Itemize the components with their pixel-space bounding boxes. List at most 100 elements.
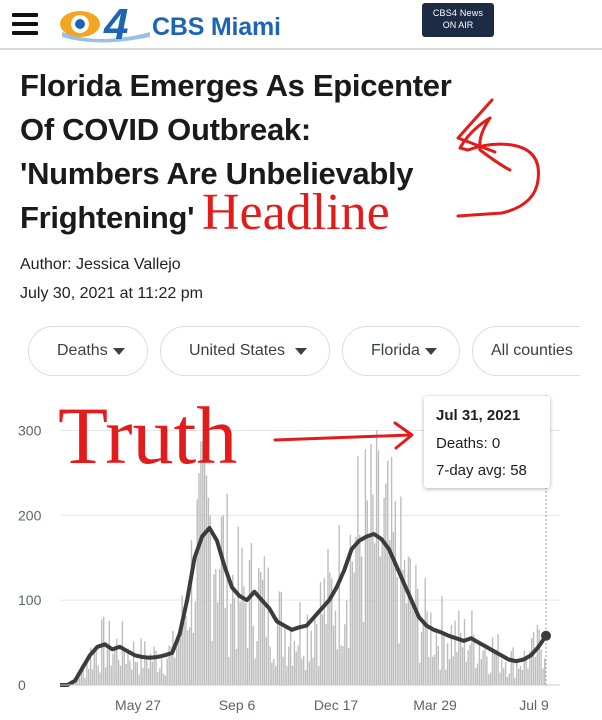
daily-bar <box>239 601 241 685</box>
daily-bar <box>396 576 398 685</box>
daily-bar <box>448 659 451 685</box>
daily-bar <box>362 622 365 685</box>
daily-bar <box>123 651 125 685</box>
daily-bar <box>127 648 129 685</box>
daily-bar <box>248 559 251 685</box>
daily-bar <box>331 578 333 685</box>
menu-icon[interactable] <box>12 13 38 35</box>
daily-bar <box>544 658 546 685</box>
daily-bar <box>181 595 183 685</box>
daily-bar <box>215 569 217 685</box>
daily-bar <box>97 665 99 685</box>
daily-bar <box>213 574 215 685</box>
daily-bar <box>134 661 137 685</box>
filter-chip-county[interactable]: All counties <box>472 326 580 376</box>
on-air-button[interactable]: CBS4 News ON AIR <box>422 3 494 37</box>
daily-bar <box>157 672 159 685</box>
daily-bar <box>187 630 189 685</box>
daily-bar <box>497 634 499 685</box>
tooltip-deaths: Deaths: 0 <box>436 435 501 452</box>
daily-bar <box>519 666 522 685</box>
daily-bar <box>114 646 116 685</box>
daily-bar <box>437 646 439 685</box>
daily-bar <box>504 662 507 685</box>
daily-bar <box>147 668 150 685</box>
deaths-chart: 0 100 200 300 May 27 Sep 6 Dec 17 Mar 29 Jul 9 <box>18 395 560 713</box>
daily-bar <box>78 677 81 685</box>
daily-bar <box>168 645 170 685</box>
daily-bar <box>486 656 488 685</box>
daily-bar <box>129 660 131 685</box>
daily-bar <box>420 632 423 685</box>
daily-bar <box>411 599 413 685</box>
daily-bar <box>190 540 193 685</box>
daily-bar <box>327 548 329 685</box>
daily-bar <box>177 639 180 685</box>
daily-bar <box>344 624 346 685</box>
daily-bar <box>82 664 84 685</box>
filter-chip-metric[interactable]: Deaths <box>28 326 148 376</box>
daily-bar <box>95 649 97 685</box>
daily-bar <box>422 624 424 685</box>
daily-bar <box>409 558 411 685</box>
cbs-miami-logo[interactable]: 4 CBS Miami <box>58 0 308 49</box>
daily-bar <box>233 598 236 685</box>
daily-bar <box>463 619 466 685</box>
daily-bar <box>192 632 195 685</box>
y-tick-label: 100 <box>18 592 42 608</box>
daily-bar <box>207 497 210 685</box>
filter-chip-state[interactable]: Florida <box>342 326 460 376</box>
daily-bar <box>389 540 391 685</box>
daily-bar <box>374 543 376 685</box>
daily-bar <box>532 631 535 685</box>
daily-bar <box>119 665 122 685</box>
daily-bar <box>267 567 269 685</box>
daily-bar <box>93 648 95 685</box>
daily-bar <box>202 441 204 685</box>
daily-bar <box>536 624 539 685</box>
daily-bar <box>488 674 490 685</box>
daily-bar <box>375 430 378 685</box>
daily-bar <box>209 515 211 685</box>
daily-bar <box>232 574 234 685</box>
daily-bar <box>413 611 415 685</box>
headline-annotation: Headline <box>202 184 390 241</box>
daily-bar <box>381 539 383 685</box>
y-tick-label: 300 <box>18 422 42 438</box>
daily-bar <box>512 647 514 685</box>
daily-bar <box>224 607 226 685</box>
daily-bar <box>250 543 253 685</box>
daily-bar <box>467 650 469 685</box>
daily-bar <box>405 603 408 685</box>
daily-bar <box>402 570 404 685</box>
daily-bar <box>321 614 324 685</box>
daily-bar <box>454 620 456 685</box>
daily-bar <box>456 652 458 685</box>
daily-bar <box>510 651 512 685</box>
daily-bar <box>418 662 421 685</box>
filter-chip-country[interactable]: United States <box>160 326 330 376</box>
headline-arrow-icon <box>456 116 540 218</box>
daily-bar <box>273 658 275 685</box>
daily-bar <box>430 612 432 685</box>
daily-bar <box>138 674 140 685</box>
chip-label: All counties <box>491 342 573 359</box>
truth-annotation: Truth <box>58 390 238 481</box>
daily-bar <box>480 659 482 685</box>
on-air-line2: ON AIR <box>442 20 474 30</box>
daily-bar <box>146 658 148 685</box>
daily-bar <box>403 559 406 685</box>
daily-bar <box>269 646 271 685</box>
daily-bar <box>316 624 318 685</box>
chip-label: Deaths <box>57 342 108 359</box>
daily-bar <box>439 670 441 685</box>
daily-bar <box>407 556 410 685</box>
daily-bar <box>323 578 325 685</box>
daily-bar <box>383 498 385 685</box>
daily-bar <box>493 653 496 685</box>
on-air-line1: CBS4 News <box>432 8 484 18</box>
daily-bar <box>353 572 355 685</box>
daily-bar <box>108 620 110 685</box>
daily-bar <box>91 669 94 685</box>
headline-line: Frightening' <box>20 200 195 235</box>
